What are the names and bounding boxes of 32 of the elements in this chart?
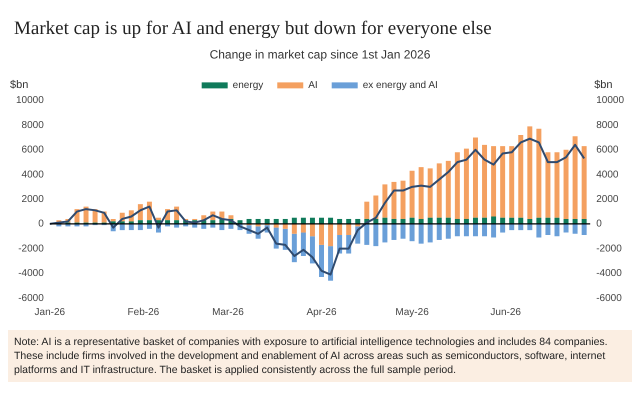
legend-label: ex energy and AI bbox=[362, 80, 438, 92]
x-tick-label: Apr-26 bbox=[306, 306, 337, 318]
y2-tick-label: -4000 bbox=[596, 268, 622, 280]
chart-subtitle: Change in market cap since 1st Jan 2026 bbox=[210, 48, 431, 62]
x-tick-label: Jan-26 bbox=[34, 306, 66, 318]
y-tick-label: 0 bbox=[38, 218, 44, 230]
y2-axis-title: $bn bbox=[594, 78, 613, 91]
y2-tick-label: 8000 bbox=[596, 120, 619, 131]
y2-tick-label: 6000 bbox=[596, 144, 619, 156]
x-tick-label: May-26 bbox=[395, 306, 430, 318]
y2-tick-label: 0 bbox=[596, 218, 602, 230]
legend-label: energy bbox=[232, 80, 264, 92]
text: Note: AI is a representative basket of companies with exposure to artificial intelligence technologies and includes 84 companies. These include firms involved in the development and enablement of AI across areas such as semiconductors, software, internet platforms and IT infrastructure. The basket is applied consistently across the full sample period. bbox=[8, 330, 632, 382]
y-tick-label: 8000 bbox=[22, 120, 44, 131]
legend-label: AI bbox=[308, 80, 318, 92]
x-tick-label: Mar-26 bbox=[212, 306, 244, 318]
y2-tick-label: 4000 bbox=[596, 169, 619, 180]
y-tick-label: 6000 bbox=[22, 144, 44, 156]
y-tick-label: -2000 bbox=[18, 243, 44, 254]
x-tick-label: Feb-26 bbox=[128, 306, 160, 318]
y2-tick-label: 2000 bbox=[596, 194, 619, 205]
y-tick-label: 10000 bbox=[16, 95, 44, 106]
x-tick-label: Jun-26 bbox=[490, 306, 522, 318]
y-tick-label: 2000 bbox=[22, 194, 44, 205]
y-tick-label: -4000 bbox=[18, 268, 44, 280]
y2-tick-label: 10000 bbox=[596, 95, 624, 106]
y2-tick-label: -6000 bbox=[596, 292, 622, 304]
y-tick-label: 4000 bbox=[22, 169, 44, 180]
chart-title: Market cap is up for AI and energy but down for everyone else bbox=[13, 17, 493, 41]
y-axis-title: $bn bbox=[10, 78, 28, 91]
y2-tick-label: -2000 bbox=[596, 243, 622, 254]
y-tick-label: -6000 bbox=[18, 292, 44, 304]
